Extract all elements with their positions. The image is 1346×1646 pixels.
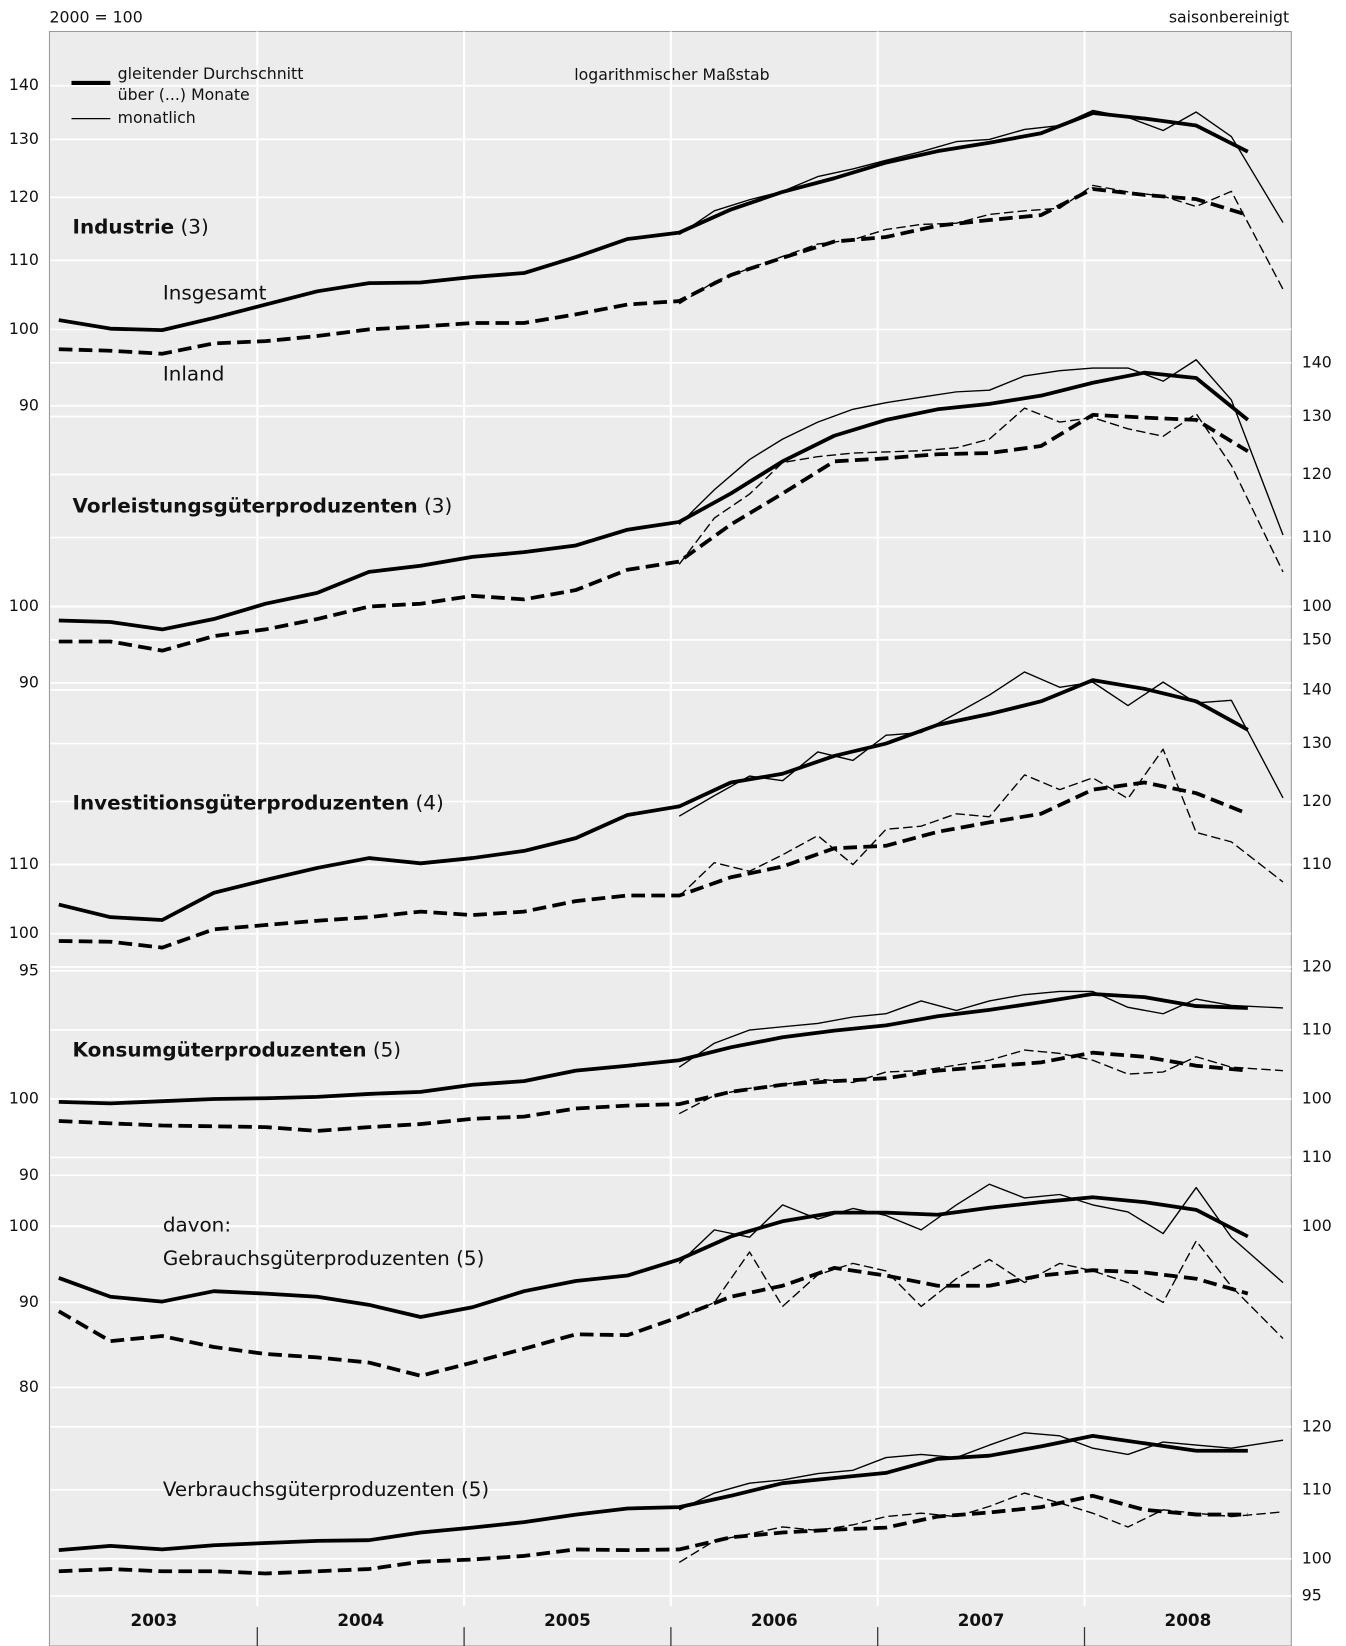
y-tick-label: 90 — [19, 395, 39, 414]
y-tick-label: 90 — [19, 1165, 39, 1184]
y-tick-label: 100 — [9, 1089, 39, 1108]
y2-tick-label: 120 — [1302, 464, 1332, 483]
x-tick-label: 2004 — [337, 1610, 384, 1630]
average-line — [57, 1265, 1249, 1378]
panel-label: davon: — [163, 1213, 231, 1237]
y-tick-label: 80 — [19, 1377, 39, 1396]
monthly-line — [678, 184, 1284, 305]
average-line — [58, 992, 1248, 1106]
annotation: Insgesamt — [163, 280, 267, 304]
monthly-line — [678, 359, 1284, 536]
panel-title: Investitionsgüterproduzenten — [73, 791, 410, 815]
y2-tick-label: 140 — [1302, 352, 1332, 371]
subtitle: logarithmischer Maßstab — [574, 65, 769, 84]
y2-tick-label: 110 — [1302, 1019, 1332, 1038]
panel-title: Industrie — [73, 214, 175, 238]
y2-tick-label: 110 — [1302, 527, 1332, 546]
y2-tick-label: 100 — [1302, 1089, 1332, 1108]
monthly-line — [678, 407, 1284, 573]
legend-label: gleitender Durchschnitt — [118, 64, 304, 83]
monthly-line — [678, 1240, 1284, 1340]
average-line — [58, 1195, 1249, 1319]
y2-tick-label: 120 — [1302, 956, 1332, 975]
x-tick-label: 2006 — [751, 1610, 798, 1630]
grid — [50, 31, 1292, 1646]
y-tick-label: 90 — [19, 1292, 39, 1311]
y2-tick-label: 120 — [1302, 791, 1332, 810]
y2-tick-label: 110 — [1302, 1147, 1332, 1166]
y2-tick-label: 140 — [1302, 679, 1332, 698]
annotation: Inland — [163, 361, 225, 385]
monthly-line — [678, 990, 1284, 1068]
y-tick-label: 120 — [9, 187, 39, 206]
y2-tick-label: 100 — [1302, 1216, 1332, 1235]
panel-title-note: (3) — [181, 214, 209, 238]
monthly-line — [678, 1432, 1284, 1511]
note: saisonbereinigt — [1169, 7, 1289, 26]
y2-tick-label: 120 — [1302, 1416, 1332, 1435]
average-line — [58, 187, 1249, 356]
monthly-line — [678, 1049, 1284, 1115]
y2-tick-label: 150 — [1302, 629, 1332, 648]
panel-title: Konsumgüterproduzenten — [73, 1037, 367, 1061]
panel-title-note: (5) — [373, 1037, 401, 1061]
y-tick-label: 100 — [9, 596, 39, 615]
average-line — [58, 412, 1249, 653]
panel-title: Gebrauchsgüterproduzenten (5) — [163, 1246, 485, 1270]
y-tick-label: 110 — [9, 250, 39, 269]
y2-tick-label: 130 — [1302, 733, 1332, 752]
labels: 2003 2004 2005 2006 2007 2008 90 100 110 120 130 14… — [9, 64, 1332, 1630]
x-tick-label: 2003 — [131, 1610, 178, 1630]
panel-title: Verbrauchsgüterproduzenten (5) — [163, 1477, 489, 1501]
y-tick-label: 130 — [9, 129, 39, 148]
x-tick-label: 2007 — [958, 1610, 1005, 1630]
monthly-line — [678, 1183, 1284, 1284]
y-tick-label: 110 — [9, 854, 39, 873]
panel-title-note: (4) — [416, 791, 444, 815]
y-tick-label: 140 — [9, 75, 39, 94]
y2-tick-label: 110 — [1302, 1479, 1332, 1498]
y2-tick-label: 100 — [1302, 1548, 1332, 1567]
header: 2000 = 100 — [49, 7, 142, 26]
monthly-line — [678, 748, 1284, 897]
y-tick-label: 100 — [9, 1216, 39, 1235]
y-tick-label: 90 — [19, 672, 39, 691]
monthly-line — [678, 109, 1284, 236]
panel-title-note: (3) — [424, 494, 452, 518]
average-line — [58, 370, 1250, 632]
y2-tick-label: 110 — [1302, 854, 1332, 873]
monthly-line — [678, 671, 1284, 817]
y2-tick-label: 130 — [1302, 406, 1332, 425]
average-line — [58, 780, 1249, 950]
average-line — [58, 111, 1249, 333]
y-tick-label: 100 — [9, 923, 39, 942]
monthly-line — [678, 1492, 1284, 1564]
legend-label: monatlich — [118, 108, 196, 127]
lines — [57, 109, 1284, 1576]
x-tick-label: 2005 — [544, 1610, 591, 1630]
y2-tick-label: 95 — [1302, 1585, 1322, 1604]
average-line — [58, 1433, 1248, 1553]
panel-title: Vorleistungsgüterproduzenten — [73, 494, 418, 518]
x-tick-label: 2008 — [1165, 1610, 1212, 1630]
y-tick-label: 95 — [19, 960, 39, 979]
y-tick-label: 100 — [9, 319, 39, 338]
average-line — [58, 678, 1249, 922]
legend-label: über (...) Monate — [118, 85, 250, 104]
y2-tick-label: 100 — [1302, 596, 1332, 615]
